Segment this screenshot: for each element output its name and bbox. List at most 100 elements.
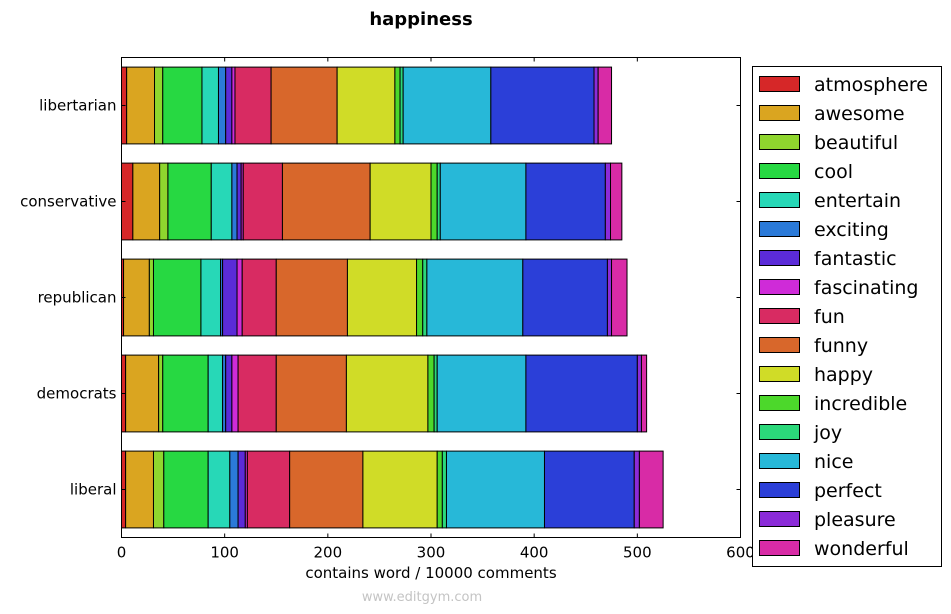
legend-label-funny: funny bbox=[814, 335, 868, 357]
legend-swatch-awesome bbox=[759, 105, 800, 121]
legend-swatch-entertain bbox=[759, 192, 800, 208]
bar-segment-pleasure-republican bbox=[606, 258, 613, 337]
legend-swatch-fascinating bbox=[759, 279, 800, 295]
bar-segment-wonderful-democrats bbox=[640, 354, 648, 433]
legend-label-happy: happy bbox=[814, 364, 873, 386]
legend-label-joy: joy bbox=[813, 422, 842, 444]
bar-segment-joy-republican bbox=[422, 258, 428, 337]
bar-segment-beautiful-democrats bbox=[158, 354, 164, 433]
legend-swatch-perfect bbox=[759, 482, 800, 498]
legend-label-pleasure: pleasure bbox=[814, 509, 896, 531]
bar-segment-happy-liberal bbox=[362, 450, 438, 529]
bar-segment-fun-democrats bbox=[237, 354, 277, 433]
bar-segment-exciting-liberal bbox=[229, 450, 239, 529]
legend-swatch-exciting bbox=[759, 221, 800, 237]
ticks-group: libertarian conservative republican democra… bbox=[20, 57, 755, 562]
legend-swatch-wonderful bbox=[759, 540, 800, 556]
bar-segment-fascinating-democrats bbox=[231, 354, 239, 433]
x-tick-label: 100 bbox=[210, 544, 239, 562]
legend-swatch-incredible bbox=[759, 395, 800, 411]
bar-segment-incredible-libertarian bbox=[394, 66, 401, 145]
bar-segment-perfect-conservative bbox=[525, 162, 606, 241]
legend-items: atmosphere awesome beautiful cool entertain e… bbox=[759, 74, 928, 560]
x-axis-label: contains word / 10000 comments bbox=[305, 564, 556, 582]
x-tick-label: 600 bbox=[726, 544, 755, 562]
bar-segment-wonderful-liberal bbox=[638, 450, 664, 529]
legend-swatch-nice bbox=[759, 453, 800, 469]
watermark: www.editgym.com bbox=[362, 590, 482, 605]
bar-segment-pleasure-liberal bbox=[633, 450, 640, 529]
bar-segment-awesome-democrats bbox=[125, 354, 160, 433]
bar-segment-entertain-conservative bbox=[210, 162, 233, 241]
bar-segment-happy-republican bbox=[346, 258, 418, 337]
bar-segment-nice-democrats bbox=[436, 354, 527, 433]
bar-segment-beautiful-libertarian bbox=[154, 66, 164, 145]
y-tick-label: libertarian bbox=[39, 97, 116, 115]
bar-segment-fantastic-democrats bbox=[225, 354, 233, 433]
bar-segment-cool-liberal bbox=[163, 450, 209, 529]
chart-title: happiness bbox=[369, 9, 472, 30]
bar-segment-cool-libertarian bbox=[162, 66, 203, 145]
bar-segment-entertain-republican bbox=[200, 258, 222, 337]
bar-segment-incredible-liberal bbox=[436, 450, 443, 529]
y-tick-label: republican bbox=[38, 289, 117, 307]
legend-swatch-joy bbox=[759, 424, 800, 440]
bar-segment-funny-libertarian bbox=[270, 66, 338, 145]
bar-segment-fun-conservative bbox=[242, 162, 283, 241]
bar-segment-perfect-democrats bbox=[525, 354, 638, 433]
bar-segment-awesome-conservative bbox=[132, 162, 161, 241]
legend-label-incredible: incredible bbox=[814, 393, 907, 415]
legend-label-nice: nice bbox=[814, 451, 853, 473]
bar-segment-nice-libertarian bbox=[402, 66, 492, 145]
bar-segment-cool-republican bbox=[152, 258, 202, 337]
bar-segment-beautiful-liberal bbox=[152, 450, 165, 529]
bar-segment-incredible-conservative bbox=[430, 162, 438, 241]
bar-segment-funny-republican bbox=[275, 258, 348, 337]
legend-label-atmosphere: atmosphere bbox=[814, 74, 928, 96]
legend: atmosphere awesome beautiful cool entertain e… bbox=[752, 66, 942, 567]
y-tick-label: liberal bbox=[70, 481, 117, 499]
bar-segment-perfect-liberal bbox=[543, 450, 635, 529]
bar-segment-cool-conservative bbox=[167, 162, 212, 241]
bar-segment-pleasure-conservative bbox=[604, 162, 612, 241]
legend-label-wonderful: wonderful bbox=[814, 538, 909, 560]
bar-segment-nice-republican bbox=[426, 258, 524, 337]
bar-segment-exciting-libertarian bbox=[217, 66, 227, 145]
legend-label-awesome: awesome bbox=[814, 103, 905, 125]
bar-segment-funny-conservative bbox=[281, 162, 371, 241]
legend-swatch-cool bbox=[759, 163, 800, 179]
x-tick-label: 0 bbox=[117, 544, 127, 562]
bar-segment-nice-liberal bbox=[445, 450, 545, 529]
legend-label-fantastic: fantastic bbox=[814, 248, 897, 270]
bar-segment-happy-democrats bbox=[345, 354, 429, 433]
bar-segment-awesome-liberal bbox=[125, 450, 154, 529]
bar-segment-fun-liberal bbox=[246, 450, 291, 529]
bar-segment-cool-democrats bbox=[162, 354, 209, 433]
x-tick-label: 500 bbox=[623, 544, 652, 562]
legend-swatch-atmosphere bbox=[759, 76, 800, 92]
bar-segment-entertain-democrats bbox=[207, 354, 224, 433]
bar-segment-pleasure-libertarian bbox=[593, 66, 599, 145]
bar-segment-happy-libertarian bbox=[336, 66, 396, 145]
bar-segment-perfect-republican bbox=[522, 258, 608, 337]
bar-segment-exciting-conservative bbox=[231, 162, 238, 241]
legend-swatch-beautiful bbox=[759, 134, 800, 150]
x-tick-label: 400 bbox=[520, 544, 549, 562]
bar-segment-fantastic-republican bbox=[222, 258, 238, 337]
y-tick-label: democrats bbox=[37, 385, 117, 403]
legend-label-fascinating: fascinating bbox=[814, 277, 918, 299]
bar-segment-wonderful-conservative bbox=[610, 162, 623, 241]
bar-segment-fun-republican bbox=[241, 258, 277, 337]
y-tick-label: conservative bbox=[20, 193, 116, 211]
bar-segment-nice-conservative bbox=[439, 162, 527, 241]
bar-segment-awesome-republican bbox=[123, 258, 150, 337]
legend-label-exciting: exciting bbox=[814, 219, 889, 241]
bar-segment-beautiful-conservative bbox=[159, 162, 169, 241]
bar-segment-fantastic-libertarian bbox=[225, 66, 233, 145]
bar-segment-entertain-libertarian bbox=[201, 66, 219, 145]
legend-swatch-fun bbox=[759, 308, 800, 324]
bar-segment-beautiful-republican bbox=[148, 258, 154, 337]
bar-segment-fantastic-conservative bbox=[236, 162, 242, 241]
legend-label-fun: fun bbox=[814, 306, 845, 328]
